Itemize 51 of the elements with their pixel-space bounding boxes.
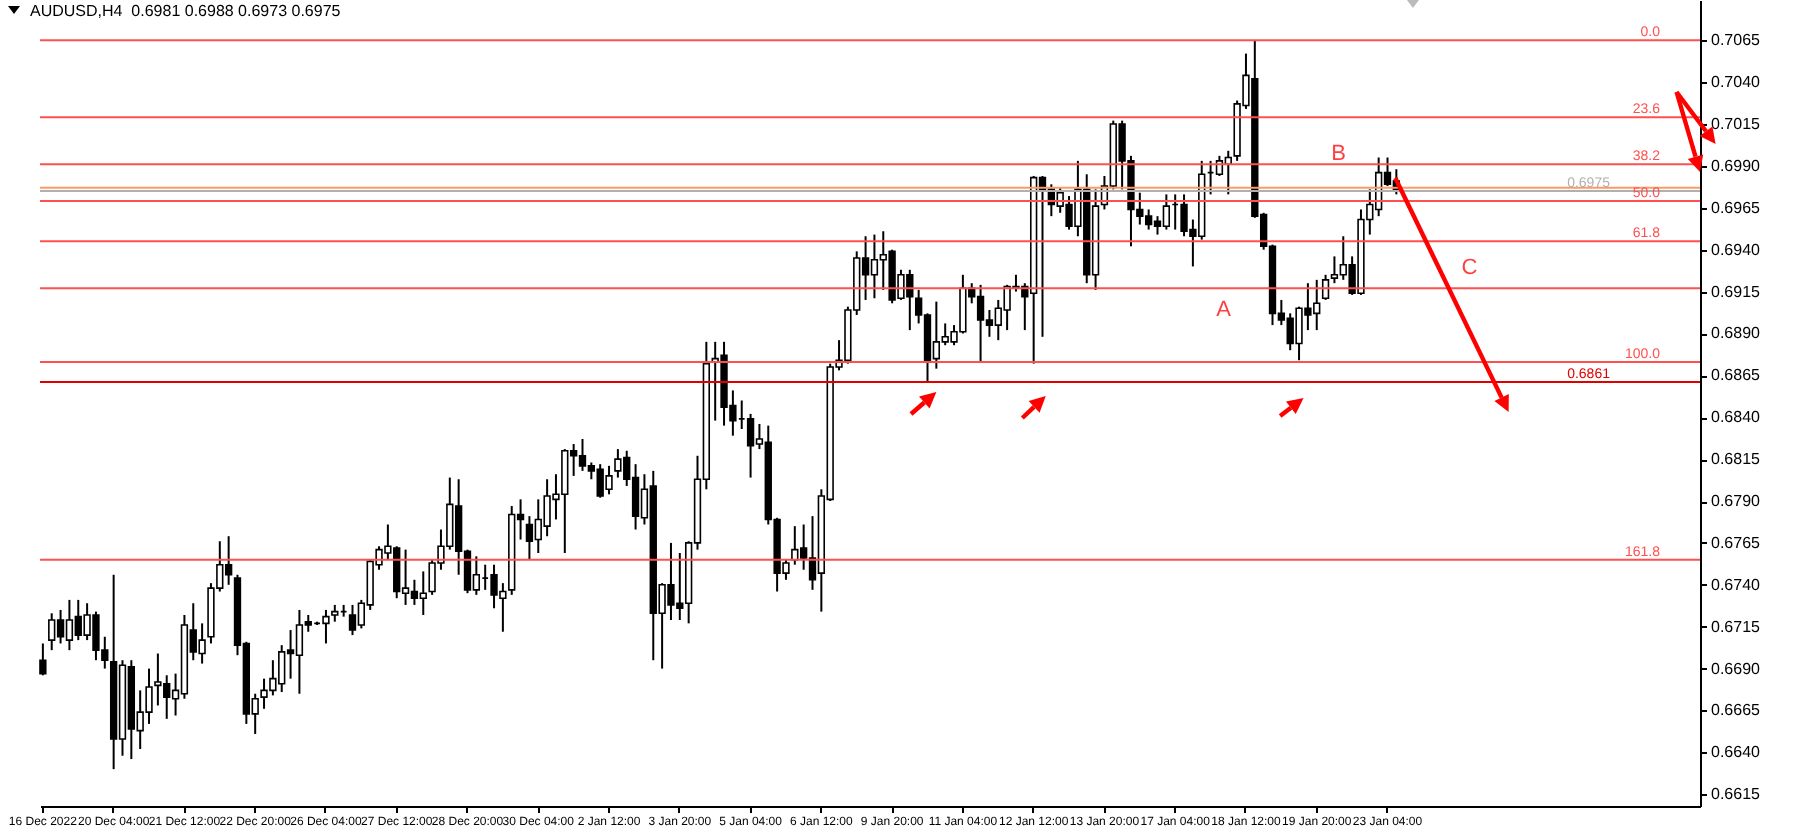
y-tick-label: 0.6990 <box>1711 156 1762 175</box>
candlestick <box>286 629 295 680</box>
y-tick-label: 0.6865 <box>1711 366 1762 385</box>
candlestick <box>295 608 304 695</box>
y-tick-label: 0.6840 <box>1711 408 1762 427</box>
candlestick <box>322 608 330 645</box>
candlestick <box>472 555 481 596</box>
annotation: A <box>1216 298 1233 322</box>
candlestick <box>401 548 410 606</box>
candlestick <box>48 612 56 652</box>
candlestick <box>1144 208 1153 231</box>
y-tick-label: 0.6790 <box>1711 492 1762 511</box>
candlestick <box>605 464 613 496</box>
annotation: B <box>1331 142 1347 166</box>
chart-title: AUDUSD,H4 0.6981 0.6988 0.6973 0.6975 <box>30 2 341 20</box>
candlestick <box>631 463 640 531</box>
candlestick <box>65 598 74 652</box>
candlestick <box>145 667 153 725</box>
candlestick <box>348 603 357 637</box>
annotation: C <box>1461 256 1478 280</box>
candlestick <box>39 642 47 677</box>
candlestick <box>746 412 755 479</box>
candlestick <box>224 535 233 586</box>
candlestick <box>410 578 419 606</box>
candlestick <box>578 438 587 472</box>
y-tick-label: 0.6640 <box>1711 743 1762 762</box>
y-tick-label: 0.6690 <box>1711 659 1762 678</box>
candlestick <box>870 233 879 300</box>
candlestick <box>56 608 65 645</box>
y-tick-label: 0.6715 <box>1711 617 1762 636</box>
candlestick <box>419 570 427 616</box>
candlestick <box>198 622 206 665</box>
y-tick-label: 0.6940 <box>1711 240 1762 259</box>
y-tick-label: 0.6740 <box>1711 575 1762 594</box>
y-tick-label: 0.6615 <box>1711 785 1762 804</box>
y-tick-label: 0.7065 <box>1711 31 1762 50</box>
y-tick-label: 0.6890 <box>1711 324 1762 343</box>
candlestick <box>525 515 534 561</box>
y-tick-label: 0.6665 <box>1711 701 1762 720</box>
y-tick-label: 0.7015 <box>1711 115 1762 133</box>
y-tick-label: 0.7040 <box>1711 73 1762 92</box>
y-tick-label: 0.6915 <box>1711 282 1762 301</box>
y-tick-label: 0.6765 <box>1711 533 1762 552</box>
candlestick <box>932 300 941 370</box>
candlestick <box>1330 255 1339 285</box>
candlestick <box>154 652 162 707</box>
y-tick-label: 0.6815 <box>1711 450 1762 469</box>
y-tick-label: 0.6965 <box>1711 198 1762 217</box>
candlestick <box>614 448 622 479</box>
candlestick <box>1162 193 1171 231</box>
candlestick <box>976 283 985 363</box>
